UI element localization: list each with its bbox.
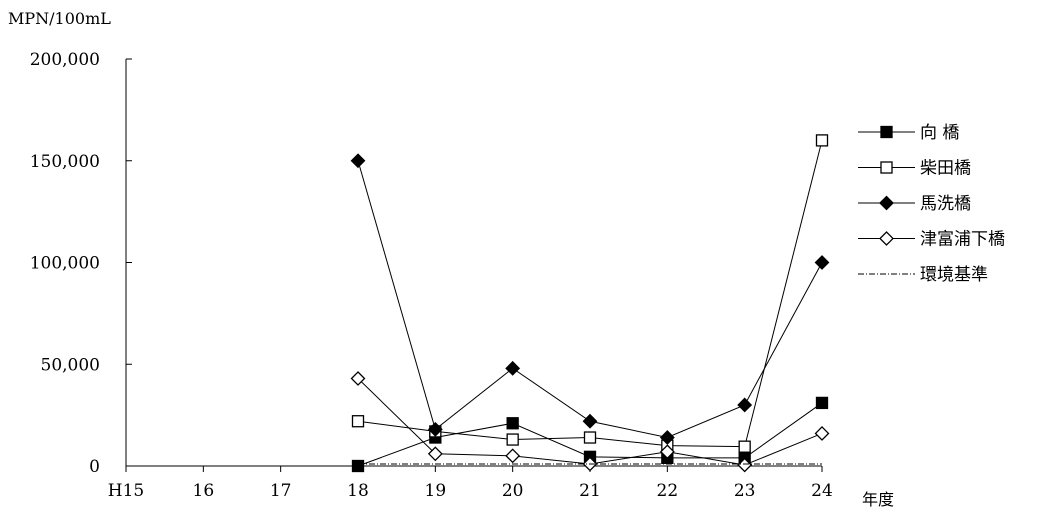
y-tick-label: 50,000	[41, 355, 100, 375]
x-tick-label: 16	[193, 481, 215, 501]
data-point	[583, 431, 597, 444]
legend-marker	[879, 231, 894, 246]
series-layer	[350, 134, 830, 473]
series-2	[350, 153, 830, 445]
x-tick-label: 22	[657, 481, 679, 501]
x-axis-title: 年度	[862, 490, 894, 509]
x-tick-label: 21	[579, 481, 601, 501]
legend-item-4: 環境基準	[858, 265, 988, 285]
x-tick-label: 17	[270, 481, 292, 501]
legend-marker	[879, 195, 894, 211]
legend-label: 馬洗橋	[920, 194, 971, 214]
x-tick-label: 20	[502, 481, 524, 501]
data-point	[506, 433, 519, 446]
data-point	[427, 446, 443, 462]
data-point	[351, 459, 365, 473]
legend-label: 柴田橋	[920, 159, 971, 179]
y-tick-label: 200,000	[30, 50, 100, 70]
data-point	[659, 430, 675, 445]
data-point	[814, 255, 830, 270]
legend-label: 向 橋	[920, 123, 959, 143]
data-point	[350, 371, 366, 386]
data-point	[351, 415, 365, 428]
data-point	[427, 421, 443, 437]
data-point	[505, 448, 521, 464]
data-point	[659, 444, 675, 460]
x-tick-label: H15	[108, 481, 144, 501]
x-tick-label: 19	[425, 481, 447, 501]
y-axis-title: MPN/100mL	[8, 9, 111, 28]
legend-item-1: 柴田橋	[858, 159, 971, 179]
series-1	[351, 134, 829, 453]
data-point	[506, 417, 519, 430]
y-tick-label: 0	[89, 457, 100, 477]
series-line	[357, 160, 823, 439]
axes: 0 50,000 100,000 150,000 200,000 H15 16 17 18 19 2…	[30, 50, 833, 501]
legend-item-0: 向 橋	[858, 123, 959, 143]
data-point	[815, 134, 829, 147]
data-point	[737, 457, 753, 473]
legend-marker	[880, 161, 893, 174]
data-point	[814, 426, 830, 441]
y-tick-label: 150,000	[30, 152, 100, 172]
legend-item-2: 馬洗橋	[858, 194, 971, 214]
legend-item-3: 津富浦下橋	[858, 230, 1005, 250]
series-3	[350, 371, 830, 473]
data-point	[738, 440, 751, 453]
legend-marker	[880, 125, 893, 139]
x-tick-label: 18	[347, 481, 369, 501]
data-point	[815, 396, 829, 410]
x-tick-label: 23	[734, 481, 756, 501]
data-point	[350, 153, 366, 169]
legend-label: 津富浦下橋	[920, 230, 1005, 250]
x-tick-label: 24	[811, 481, 833, 501]
data-point	[737, 397, 753, 413]
data-point	[505, 360, 521, 376]
data-point	[582, 413, 598, 429]
y-tick-label: 100,000	[30, 254, 100, 274]
legend-label: 環境基準	[920, 265, 988, 285]
